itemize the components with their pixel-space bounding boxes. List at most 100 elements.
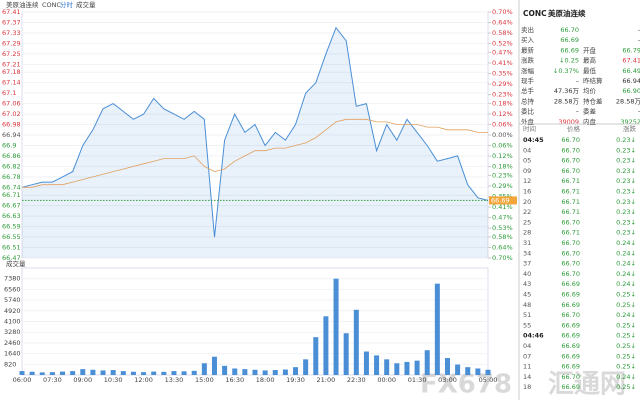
y-tick-label: 67.02 xyxy=(2,110,21,118)
volume-bar xyxy=(242,369,248,375)
quote-value: 47.36万 xyxy=(554,87,580,95)
trade-cell: 37 xyxy=(523,260,531,268)
y2-tick-label: 0.23% xyxy=(492,91,513,99)
y2-tick-label: 0.53% xyxy=(492,224,513,232)
trade-cell: 18 xyxy=(523,383,531,391)
indicator: 成交量 xyxy=(76,0,96,9)
quote-label: 委比 xyxy=(521,107,535,116)
y-tick-label: 67.06 xyxy=(2,100,21,108)
trade-cell: 0.24↓ xyxy=(616,239,636,247)
trade-cell: 45 xyxy=(523,291,531,299)
quote-value: 67.41 xyxy=(622,57,640,65)
y-tick-label: 66.9 xyxy=(2,141,16,149)
trade-cell: 28 xyxy=(523,229,531,237)
trade-cell: 0.24↓ xyxy=(616,311,636,319)
volume-bar xyxy=(424,350,430,375)
quote-value: 39009 xyxy=(558,118,579,126)
y-tick-label: 67.18 xyxy=(2,68,21,76)
trade-cell: 66.70 xyxy=(561,311,580,319)
volume-bar xyxy=(353,309,359,375)
volume-bar xyxy=(455,364,461,375)
volume-bar xyxy=(161,371,167,375)
volume-bar xyxy=(444,358,450,375)
volume-bar xyxy=(404,361,410,375)
volume-tick-label: 2460 xyxy=(4,339,21,347)
y-tick-label: 66.67 xyxy=(2,202,21,210)
x-tick-label: 05:00 xyxy=(479,376,498,384)
trade-cell: 43 xyxy=(523,280,531,288)
volume-bar xyxy=(39,372,45,375)
trade-cell: 0.23↓ xyxy=(616,188,636,196)
trade-cell: 04:45 xyxy=(523,136,544,144)
title: 美原油连续 xyxy=(6,0,39,9)
volume-bar xyxy=(151,371,157,375)
x-tick-label: 13:30 xyxy=(165,376,184,384)
trade-cell: 66.69 xyxy=(561,352,580,360)
volume-bar xyxy=(100,370,106,375)
volume-tick-label: 3280 xyxy=(4,328,21,336)
volume-tick-label: 4100 xyxy=(4,318,21,326)
y2-tick-label: 0.00% xyxy=(492,131,513,139)
last-price-box xyxy=(489,196,517,205)
volume-bar xyxy=(293,367,299,375)
quote-value: 28.58万 xyxy=(616,97,640,105)
y-tick-label: 67.14 xyxy=(2,79,21,87)
trade-cell: 48 xyxy=(523,301,531,309)
volume-bar xyxy=(191,370,197,375)
trade-cell: 66.69 xyxy=(561,321,580,329)
volume-bar xyxy=(333,278,339,375)
y2-tick-label: 0.52% xyxy=(492,40,513,48)
trade-cell: 0.24↓ xyxy=(616,249,636,257)
y-tick-label: 66.59 xyxy=(2,223,21,231)
volume-bar xyxy=(384,359,390,375)
x-tick-label: 22:30 xyxy=(347,376,366,384)
trade-cell: 04:46 xyxy=(523,332,544,340)
quote-label: 买入 xyxy=(521,36,535,44)
trade-cell: 20 xyxy=(523,198,531,206)
quote-value: ↓0.37% xyxy=(553,67,579,75)
y2-tick-label: 0.18% xyxy=(492,163,513,171)
y2-tick-label: 0.35% xyxy=(492,70,513,78)
trade-cell: 0.25↓ xyxy=(616,342,636,350)
trade-cell: 66.70 xyxy=(561,146,580,154)
volume-tick-label: 6560 xyxy=(4,285,21,293)
x-tick-label: 03:00 xyxy=(438,376,457,384)
quote-label: 涨幅 xyxy=(521,66,535,75)
volume-bar xyxy=(29,371,35,375)
quote-value: – xyxy=(638,36,640,44)
y-tick-label: 66.71 xyxy=(2,191,21,199)
trade-cell: 0.25↓ xyxy=(616,332,636,340)
trade-cell: 0.23↓ xyxy=(616,218,636,226)
trade-header: 价格 xyxy=(567,124,581,133)
quote-value: – xyxy=(638,108,640,116)
volume-bar xyxy=(434,283,440,375)
y2-tick-label: 0.47% xyxy=(492,214,513,222)
trade-cell: 0.24↓ xyxy=(616,260,636,268)
quote-value: – xyxy=(576,108,579,116)
quote-value: 39252 xyxy=(620,118,640,126)
trade-cell: 66.70 xyxy=(561,157,580,165)
y-tick-label: 66.82 xyxy=(2,162,21,170)
volume-bar xyxy=(49,372,55,375)
trade-cell: 0.25↓ xyxy=(616,352,636,360)
quote-value: 66.70 xyxy=(560,26,579,34)
volume-bar xyxy=(272,370,278,375)
volume-tick-label: 1640 xyxy=(4,350,21,358)
volume-bar xyxy=(363,351,369,375)
volume-bar xyxy=(465,367,471,375)
y-tick-label: 67.37 xyxy=(2,18,21,26)
trade-cell: 31 xyxy=(523,239,531,247)
volume-tick-label: 7380 xyxy=(4,275,21,283)
trade-cell: 0.25↓ xyxy=(616,363,636,371)
y2-tick-label: 0.18% xyxy=(492,99,513,107)
quote-value: 66.69 xyxy=(560,46,579,54)
quote-value: ↓0.25 xyxy=(559,57,579,65)
trade-cell: 66.69 xyxy=(561,342,580,350)
trade-cell: 0.25↓ xyxy=(616,291,636,299)
trade-cell: 04 xyxy=(523,146,531,154)
x-tick-label: 18:00 xyxy=(256,376,275,384)
y-tick-label: 67.25 xyxy=(2,50,21,58)
volume-bar xyxy=(323,316,329,375)
trade-cell: 66.70 xyxy=(561,373,580,381)
trade-cell: 40 xyxy=(523,270,531,278)
